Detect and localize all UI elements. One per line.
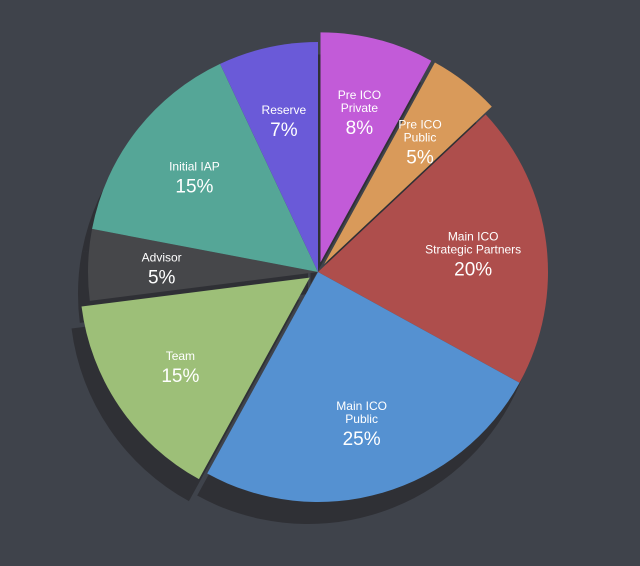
pie-slice (207, 272, 520, 502)
pie-slice (220, 42, 318, 272)
slice-label: Public (345, 412, 378, 426)
slice-label: Public (404, 131, 437, 145)
slice-label: Main ICO (448, 229, 499, 243)
slice-value-label: 15% (175, 177, 213, 198)
slice-value-label: 5% (148, 268, 176, 289)
slice-value-label: 25% (343, 429, 381, 450)
slice-label: Strategic Partners (425, 242, 521, 256)
pie-slice (318, 114, 548, 383)
slice-label: Reserve (262, 103, 307, 117)
slice-label: Initial IAP (169, 160, 220, 174)
slice-label: Main ICO (336, 399, 387, 413)
slice-value-label: 20% (454, 259, 492, 280)
pie-slice (88, 228, 318, 301)
slice-label: Team (166, 349, 195, 363)
slice-value-label: 8% (346, 118, 374, 139)
slice-value-label: 5% (406, 148, 434, 169)
pie-slice (81, 277, 310, 480)
slice-label: Private (341, 101, 379, 115)
slice-label: Pre ICO (398, 118, 441, 132)
slice-value-label: 7% (270, 120, 298, 141)
slice-label: Pre ICO (338, 88, 381, 102)
slice-label: Advisor (142, 251, 182, 265)
slice-value-label: 15% (161, 366, 199, 387)
pie-slice (324, 62, 492, 265)
pie-slice (92, 63, 318, 273)
pie-slice (320, 32, 432, 263)
